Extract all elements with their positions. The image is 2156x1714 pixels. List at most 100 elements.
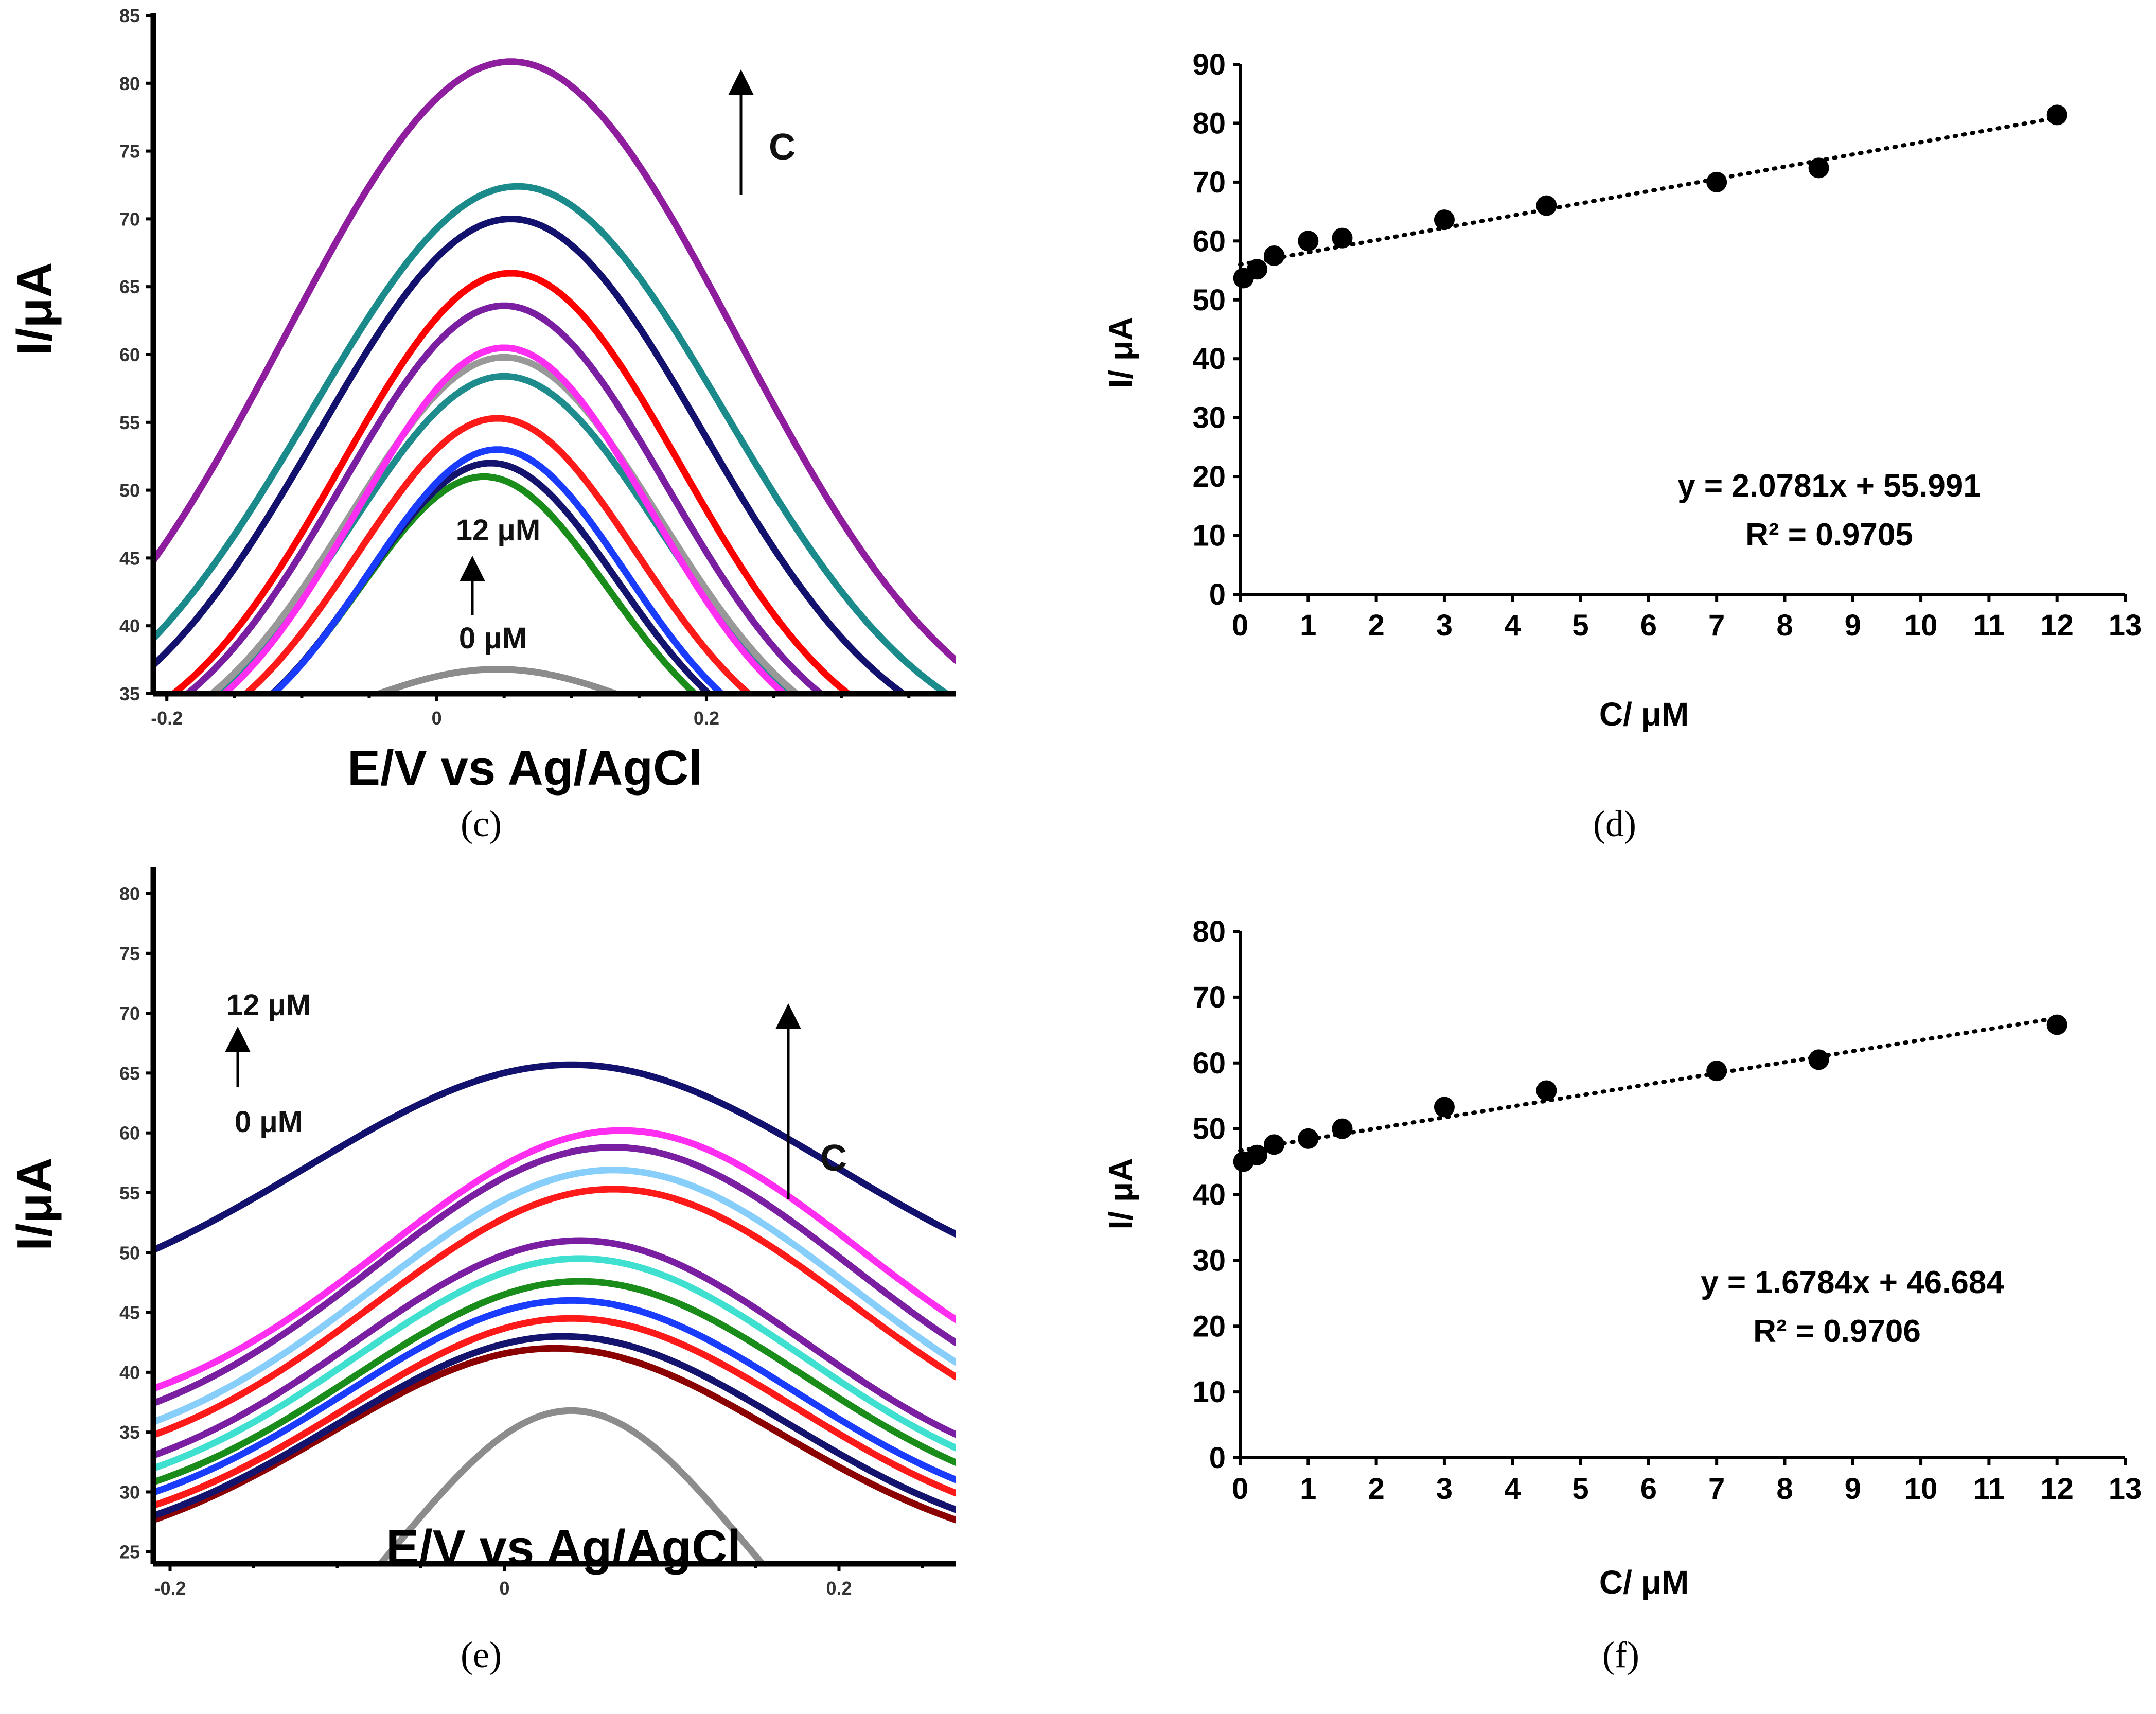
panel-f-point-7	[1706, 1061, 1727, 1082]
panel-c-label: (c)	[461, 803, 502, 844]
panel-c-curve-3	[268, 446, 727, 694]
panel-d-ytick-label-1: 10	[1192, 519, 1226, 553]
panel-f-xtick-label-2: 2	[1368, 1472, 1384, 1506]
panel-f-xlabel: C/ μM	[1599, 1564, 1689, 1601]
panel-f-point-8	[1808, 1049, 1829, 1070]
panel-c-curve-11	[153, 183, 953, 694]
panel-c-xtick-label-2: 0.2	[694, 708, 719, 729]
panel-d-ytick-label-9: 90	[1192, 48, 1226, 81]
panel-e-annot-low: 0 μM	[235, 1105, 303, 1139]
panel-f-ytick-label-7: 70	[1192, 981, 1226, 1014]
panel-e-ytick-label-11: 80	[119, 883, 140, 905]
panel-e-curve-2	[153, 1333, 956, 1519]
panel-f-point-9	[2046, 1014, 2067, 1035]
panel-c-curve-12	[153, 58, 956, 664]
panel-e-voltammogram: 25 30 35 40 45 50 55 60 65 70 75 80 -0.2 0 0.2 I/μA E/…	[7, 867, 956, 1675]
panel-d-r2: R² = 0.9705	[1745, 517, 1913, 553]
panel-f-equation: y = 1.6784x + 46.684	[1701, 1265, 2004, 1300]
panel-f-xtick-label-3: 3	[1436, 1472, 1453, 1506]
panel-f-ytick-label-5: 50	[1192, 1112, 1226, 1146]
panel-e-curve-1	[153, 1345, 956, 1524]
panel-c-voltammogram: 35 40 45 50 55 60 65 70 75 80 85 -0.2 0 0.2 I/μA E/V …	[7, 5, 956, 844]
panel-c-curve-6	[206, 354, 802, 694]
panel-c-ytick-label-2: 45	[119, 547, 140, 569]
panel-f-label: (f)	[1602, 1634, 1639, 1675]
panel-e-ytick-label-9: 70	[119, 1003, 140, 1024]
panel-e-xtick-label-0: -0.2	[154, 1578, 186, 1599]
panel-d-ytick-label-4: 40	[1192, 342, 1226, 376]
panel-f-xtick-label-6: 6	[1640, 1472, 1657, 1506]
panel-f-point-3	[1298, 1128, 1319, 1149]
panel-f-ytick-label-3: 30	[1192, 1244, 1226, 1277]
panel-c-axes: 35 40 45 50 55 60 65 70 75 80 85 -0.2 0 0.2	[119, 5, 956, 729]
panel-d-ytick-label-2: 20	[1192, 460, 1226, 493]
panel-e-ylabel: I/μA	[7, 1157, 62, 1250]
panel-f-ytick-label-8: 80	[1192, 915, 1226, 948]
panel-e-c-label: C	[820, 1138, 847, 1179]
panel-e-curve-7	[153, 1237, 956, 1459]
panel-e-xtick-label-2: 0.2	[826, 1578, 852, 1599]
panel-c-curve-4	[241, 415, 754, 694]
panel-c-ytick-label-7: 70	[119, 208, 140, 229]
panel-f-xtick-label-9: 9	[1845, 1472, 1861, 1506]
panel-f-plot	[1233, 1014, 2067, 1172]
panel-d-xtick-label-7: 7	[1708, 609, 1725, 642]
panel-c-annot-high: 12 μM	[456, 514, 540, 547]
panel-f-point-2	[1264, 1134, 1285, 1155]
panel-d-ytick-label-5: 50	[1192, 284, 1226, 317]
panel-e-curve-4	[153, 1297, 956, 1496]
panel-e-curve-5	[153, 1278, 956, 1486]
panel-d-xtick-label-3: 3	[1436, 609, 1453, 642]
panel-d-ylabel: I/ μA	[1102, 317, 1139, 388]
panel-e-curve-11	[153, 1127, 956, 1392]
panel-d-xtick-label-2: 2	[1368, 609, 1384, 642]
panel-d-trendline	[1238, 115, 2059, 267]
panel-f-point-5	[1434, 1097, 1455, 1118]
panel-c-ytick-label-0: 35	[119, 683, 140, 704]
panel-d-xtick-label-8: 8	[1776, 609, 1793, 642]
panel-f-xtick-label-8: 8	[1776, 1472, 1793, 1506]
panel-e-annot-high: 12 μM	[226, 988, 311, 1022]
panel-d-ytick-label-6: 60	[1192, 224, 1226, 258]
panel-e-curve-0	[376, 1407, 767, 1564]
panel-d-point-5	[1434, 209, 1455, 231]
panel-f-trendline	[1238, 1016, 2059, 1153]
panel-c-curve-1	[268, 473, 700, 694]
panel-c-curve-10	[153, 216, 909, 694]
panel-d-point-1	[1247, 259, 1268, 280]
panel-c-ytick-label-1: 40	[119, 615, 140, 637]
panel-e-xtick-label-1: 0	[499, 1578, 509, 1599]
panel-e-curve-6	[153, 1255, 956, 1472]
panel-f-xtick-label-0: 0	[1232, 1472, 1248, 1506]
panel-d-xtick-label-0: 0	[1232, 609, 1248, 642]
panel-d-point-9	[2046, 104, 2067, 126]
panel-c-curve-7	[219, 344, 789, 694]
panel-c-ytick-label-8: 75	[119, 141, 140, 162]
panel-d-xtick-label-4: 4	[1504, 609, 1521, 642]
panel-c-ytick-label-10: 85	[119, 5, 140, 26]
panel-d-xlabel: C/ μM	[1599, 696, 1689, 733]
panel-e-ytick-label-7: 60	[119, 1123, 140, 1144]
panel-e-ytick-label-6: 55	[119, 1182, 140, 1204]
panel-e-ytick-label-4: 45	[119, 1302, 140, 1323]
panel-f-xtick-label-11: 11	[1973, 1472, 2005, 1506]
panel-d-xtick-label-13: 13	[2109, 609, 2142, 642]
panel-d-point-3	[1298, 231, 1319, 252]
panel-c-c-label: C	[769, 127, 796, 168]
panel-f-xtick-label-10: 10	[1904, 1472, 1938, 1506]
panel-f-xtick-label-13: 13	[2109, 1472, 2142, 1506]
panel-d-point-4	[1332, 227, 1353, 249]
panel-c-curve-5	[210, 373, 798, 694]
panel-d-xtick-label-11: 11	[1973, 609, 2005, 642]
panel-c-ytick-label-3: 50	[119, 480, 140, 501]
panel-c-xlabel: E/V vs Ag/AgCl	[347, 740, 702, 796]
panel-f-xtick-label-5: 5	[1572, 1472, 1588, 1506]
panel-d-point-7	[1706, 171, 1727, 192]
panel-d-xtick-label-5: 5	[1572, 609, 1588, 642]
panel-d-xtick-label-6: 6	[1640, 609, 1657, 642]
panel-c-ylabel: I/μA	[7, 262, 62, 355]
panel-f-ytick-label-4: 40	[1192, 1178, 1226, 1212]
panel-d-ytick-label-3: 30	[1192, 401, 1226, 435]
panel-e-curve-3	[153, 1315, 956, 1509]
